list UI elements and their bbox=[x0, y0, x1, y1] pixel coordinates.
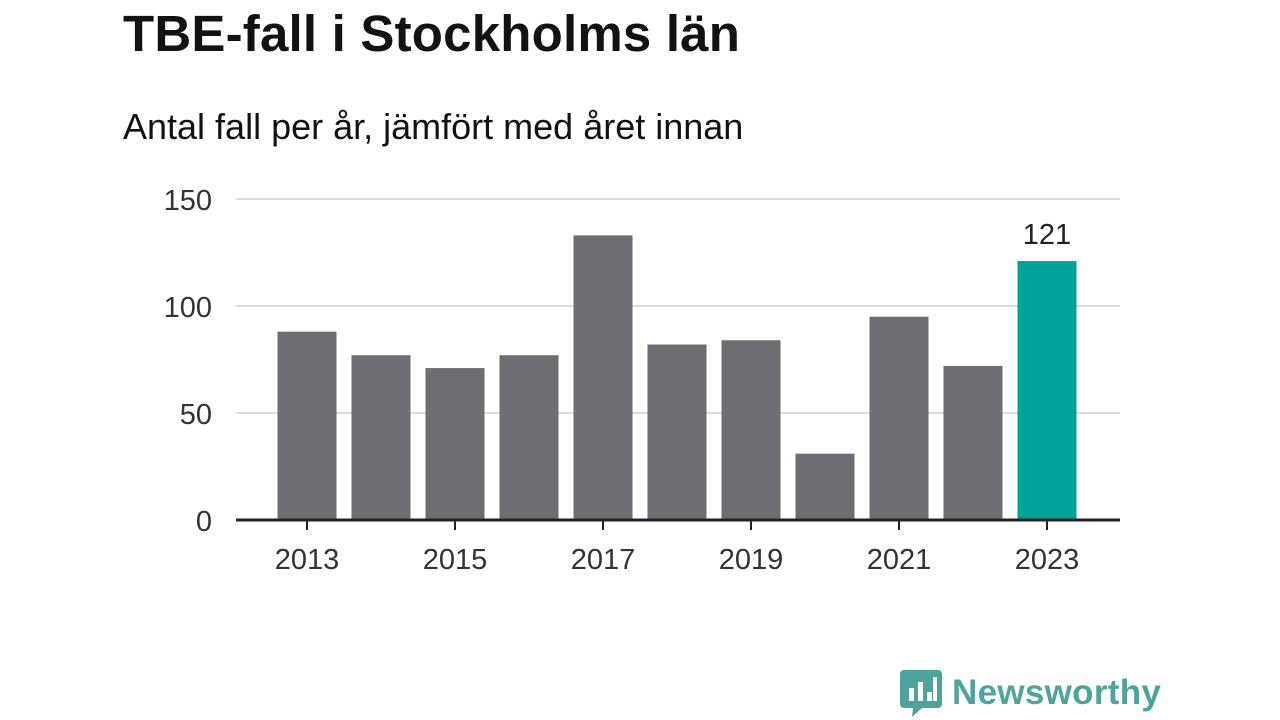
bar-2022 bbox=[943, 365, 1003, 520]
x-tick-label: 2021 bbox=[867, 544, 932, 576]
bar-2019 bbox=[721, 340, 781, 520]
bars bbox=[277, 235, 1077, 520]
x-tick-label: 2013 bbox=[275, 544, 340, 576]
newsworthy-bars-icon bbox=[900, 670, 942, 717]
data-label: 121 bbox=[1023, 219, 1071, 251]
bar-2023 bbox=[1017, 261, 1077, 520]
x-tick-label: 2019 bbox=[719, 544, 784, 576]
y-tick-label: 0 bbox=[196, 506, 212, 538]
brand-name: Newsworthy bbox=[952, 673, 1162, 712]
bar-2016 bbox=[499, 355, 559, 520]
bar-2014 bbox=[351, 355, 411, 520]
y-axis-labels: 0 50 100 150 bbox=[164, 185, 212, 538]
bar-2020 bbox=[795, 453, 855, 520]
y-tick-label: 50 bbox=[180, 399, 212, 431]
x-axis bbox=[236, 518, 1120, 530]
bar-2013 bbox=[277, 331, 337, 520]
bar-2018 bbox=[647, 344, 707, 520]
chart-subtitle: Antal fall per år, jämfört med året inna… bbox=[123, 106, 744, 147]
x-tick-label: 2015 bbox=[423, 544, 488, 576]
x-tick-label: 2023 bbox=[1015, 544, 1080, 576]
x-tick-label: 2017 bbox=[571, 544, 636, 576]
newsworthy-logo: Newsworthy bbox=[900, 668, 1161, 718]
chart-title: TBE-fall i Stockholms län bbox=[123, 5, 741, 62]
bar-2021 bbox=[869, 316, 929, 520]
bar-2015 bbox=[425, 368, 485, 520]
y-tick-label: 150 bbox=[164, 185, 212, 217]
data-labels: 121 bbox=[1023, 219, 1071, 251]
y-tick-label: 100 bbox=[164, 292, 212, 324]
bar-chart: 0 50 100 150 2013 2015 2017 2019 2021 2023 121 bbox=[164, 185, 1120, 576]
x-axis-labels: 2013 2015 2017 2019 2021 2023 bbox=[275, 544, 1080, 576]
bar-2017 bbox=[573, 235, 633, 520]
